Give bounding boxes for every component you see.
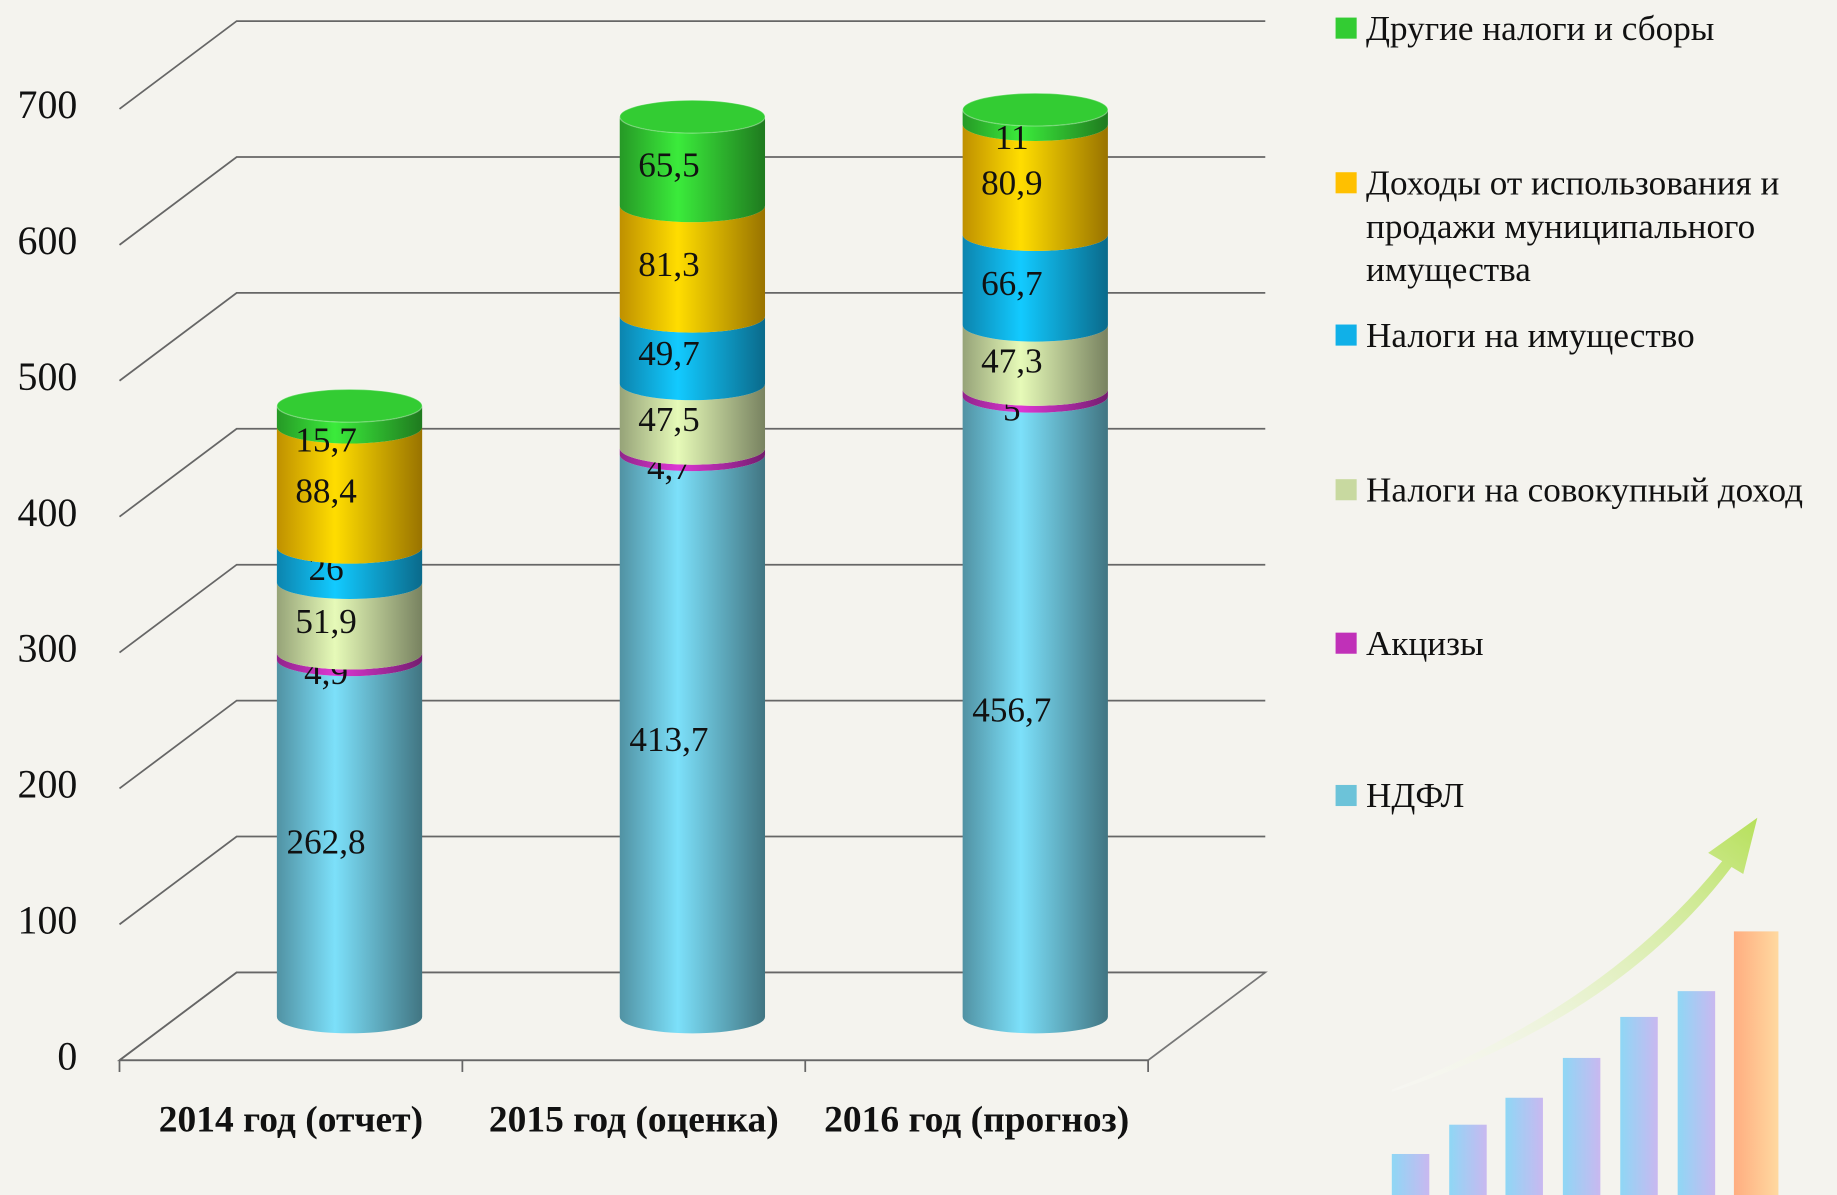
bar-segment: [276, 582, 423, 670]
legend-label-box: Налоги на имущество: [1366, 316, 1695, 355]
legend-swatch: [1335, 784, 1357, 807]
bar-segment: [962, 396, 1108, 1034]
grid-line: [118, 971, 1266, 1061]
x-tick-label: 2014 год (отчет): [158, 1097, 424, 1140]
data-label: 413,7: [629, 720, 708, 759]
x-tick-label: 2015 год (оценка): [488, 1097, 779, 1140]
y-tick-label: 0: [57, 1034, 77, 1078]
bar-segment: [619, 448, 766, 472]
legend-label-box: Налоги на совокупный доход: [1366, 470, 1803, 510]
bar-segment: [962, 325, 1108, 406]
data-label: 15,7: [295, 421, 356, 460]
bar-segment: [962, 234, 1108, 342]
data-label: 47,3: [981, 341, 1042, 380]
grid-line: [118, 20, 1266, 110]
grid-line: [118, 427, 1266, 518]
y-tick-label: 700: [18, 83, 78, 127]
bar-segment: [276, 405, 423, 444]
legend-label: Акцизы: [1366, 624, 1484, 664]
legend-swatch: [1335, 172, 1357, 194]
bar-segment: [276, 427, 423, 564]
bar-segment: [619, 383, 766, 465]
legend-label-box: Другие налоги и сборы: [1366, 9, 1715, 49]
legend-swatch: [1335, 632, 1357, 654]
legend-label: Налоги на совокупный доход: [1366, 470, 1803, 510]
grid-line: [118, 563, 1266, 654]
bar-segment: [276, 653, 423, 677]
bar-cap: [276, 388, 423, 423]
data-label: 47,5: [638, 400, 699, 439]
legend-label-box: НДФЛ: [1366, 776, 1465, 816]
data-label: 456,7: [972, 691, 1051, 730]
legend-label: НДФЛ: [1366, 776, 1465, 816]
bar-segment: [619, 116, 766, 223]
bar-segment: [962, 389, 1108, 413]
grid-line: [118, 292, 1266, 382]
y-tick-label: 100: [18, 899, 78, 943]
bar-segment: [276, 659, 423, 1034]
legend-label-box: Доходы от использования и продажи муници…: [1366, 164, 1780, 290]
y-tick-label: 200: [18, 763, 78, 807]
x-tick-label-box: 2015 год (оценка): [488, 1097, 779, 1140]
bar-cap: [962, 92, 1109, 127]
grid-line: [118, 156, 1266, 246]
y-tick-label: 500: [18, 355, 78, 399]
data-label: 81,3: [638, 245, 699, 284]
bar-segment: [276, 547, 423, 599]
y-tick-label: 300: [18, 627, 78, 671]
data-label: 88,4: [295, 471, 357, 510]
data-label: 262,8: [287, 822, 366, 861]
x-tick-label-box: 2014 год (отчет): [158, 1097, 424, 1140]
legend-swatch: [1335, 479, 1357, 501]
grid-line: [118, 835, 1266, 926]
bar-segment: [619, 454, 766, 1034]
decoration: [1391, 817, 1779, 1195]
legend-label: Доходы от использования и продажи муници…: [1366, 164, 1780, 290]
y-tick-label: 600: [18, 219, 78, 263]
bar-segment: [619, 205, 766, 333]
x-tick-label-box: 2016 год (прогноз): [824, 1097, 1130, 1140]
x-tick-label: 2016 год (прогноз): [824, 1097, 1130, 1140]
data-label: 65,5: [638, 145, 699, 184]
data-label: 51,9: [295, 602, 356, 641]
bar-segment: [962, 109, 1108, 141]
legend-label: Налоги на имущество: [1366, 316, 1695, 355]
data-label: 66,7: [981, 264, 1042, 303]
legend-swatch: [1335, 17, 1357, 39]
bar-cap: [619, 99, 766, 134]
y-tick-label: 400: [18, 491, 78, 535]
bar-segment: [962, 124, 1108, 251]
legend-label-box: Акцизы: [1366, 624, 1484, 664]
legend-label: Другие налоги и сборы: [1366, 9, 1715, 49]
data-label: 49,7: [638, 334, 699, 373]
grid-line: [118, 699, 1266, 790]
bar-segment: [619, 316, 766, 401]
data-label: 80,9: [981, 164, 1042, 203]
legend-swatch: [1335, 324, 1357, 346]
